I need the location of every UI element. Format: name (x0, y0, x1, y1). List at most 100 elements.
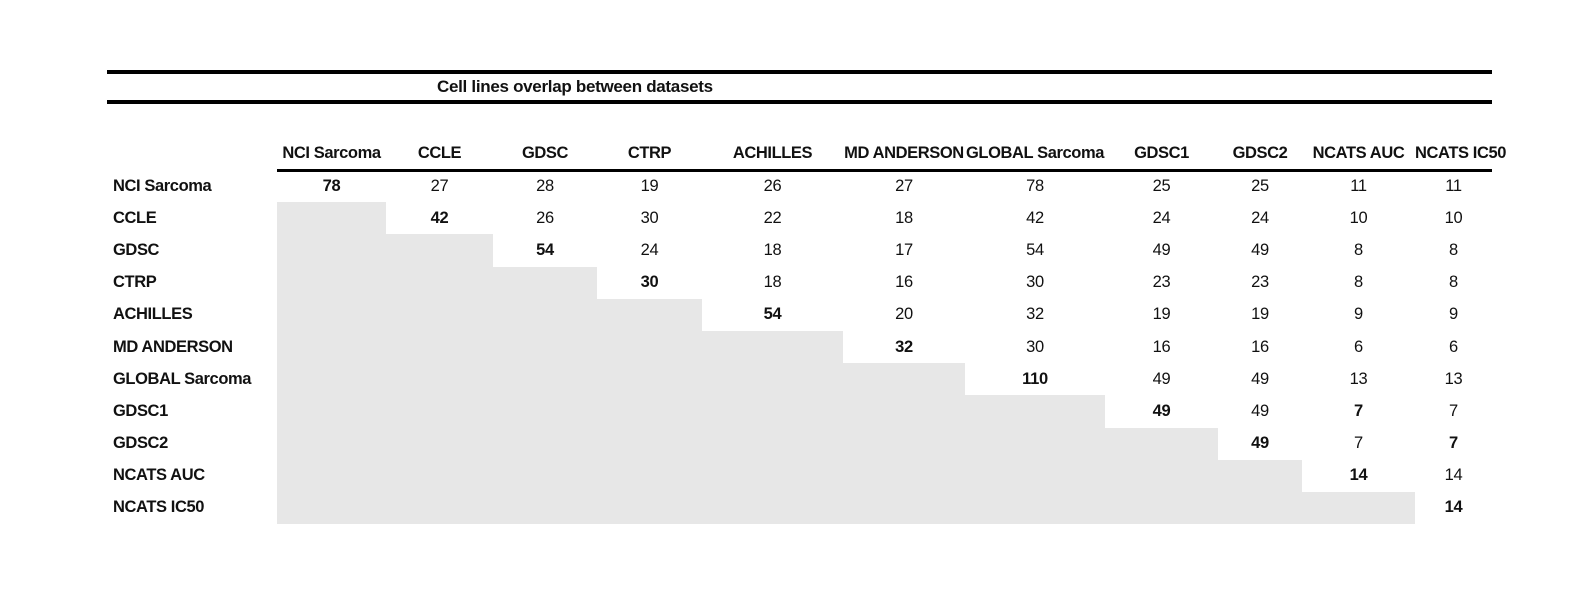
overlap-value-cell: 49 (1251, 240, 1269, 259)
overlap-matrix-table: NCI Sarcoma CCLE GDSC CTRP ACHILLES MD ANDERS… (107, 106, 1506, 525)
overlap-value-cell: 7 (1354, 434, 1363, 453)
shaded-empty-cell (597, 427, 702, 460)
overlap-value-cell: 24 (1251, 208, 1269, 227)
overlap-value-cell: 78 (322, 177, 341, 196)
overlap-value-cell: 14 (1444, 498, 1463, 517)
overlap-value-cell: 10 (1444, 208, 1463, 227)
shaded-empty-cell (597, 395, 702, 428)
shaded-empty-cell (277, 459, 386, 492)
overlap-value-cell: 54 (536, 240, 554, 259)
overlap-value-cell: 8 (1354, 273, 1363, 292)
row-label-ccle: CCLE (113, 208, 157, 227)
overlap-value-cell: 26 (536, 208, 554, 227)
matrix-row-md-anderson: MD ANDERSON 32 30 16 16 6 6 (107, 330, 1492, 364)
overlap-value-cell: 11 (1445, 177, 1462, 196)
overlap-value-cell: 25 (1152, 177, 1171, 196)
row-label-global-sarcoma: GLOBAL Sarcoma (113, 369, 252, 388)
overlap-value-cell: 8 (1449, 240, 1458, 259)
overlap-value-cell: 18 (763, 273, 782, 292)
overlap-value-cell: 9 (1449, 305, 1458, 324)
overlap-value-cell: 32 (895, 337, 913, 356)
overlap-value-cell: 19 (1152, 305, 1171, 324)
shaded-empty-cell (386, 491, 493, 525)
overlap-value-cell: 13 (1349, 369, 1368, 388)
overlap-value-cell: 78 (1026, 177, 1044, 196)
shaded-empty-cell (965, 491, 1105, 525)
shaded-empty-cell (1218, 459, 1302, 492)
shaded-empty-cell (493, 298, 597, 331)
column-header-gdsc: GDSC (493, 106, 597, 172)
overlap-value-cell: 22 (763, 208, 782, 227)
overlap-value-cell: 24 (640, 240, 659, 259)
overlap-value-cell: 49 (1152, 369, 1171, 388)
shaded-empty-cell (702, 330, 843, 364)
overlap-value-cell: 27 (895, 177, 913, 196)
shaded-empty-cell (493, 266, 597, 299)
overlap-table-figure: Cell lines overlap between datasets (107, 70, 1506, 525)
shaded-empty-cell (277, 202, 386, 235)
shaded-empty-cell (493, 363, 597, 396)
overlap-value-cell: 42 (430, 208, 449, 227)
row-label-gdsc: GDSC (113, 240, 160, 259)
matrix-row-ncats-auc: NCATS AUC 14 14 (107, 459, 1492, 492)
shaded-empty-cell (277, 491, 386, 525)
overlap-value-cell: 26 (763, 177, 782, 196)
overlap-value-cell: 14 (1349, 466, 1368, 485)
column-header-md-anderson: MD ANDERSON (843, 106, 965, 172)
shaded-empty-cell (1105, 459, 1218, 492)
shaded-empty-cell (965, 427, 1105, 460)
overlap-value-cell: 54 (1026, 240, 1044, 259)
overlap-value-cell: 110 (1022, 369, 1048, 388)
shaded-empty-cell (965, 459, 1105, 492)
shaded-empty-cell (386, 427, 493, 460)
matrix-row-achilles: ACHILLES 54 20 32 19 19 9 9 (107, 298, 1492, 331)
shaded-empty-cell (597, 298, 702, 331)
shaded-empty-cell (277, 427, 386, 460)
shaded-empty-cell (1105, 491, 1218, 525)
overlap-value-cell: 28 (536, 177, 554, 196)
overlap-value-cell: 8 (1354, 240, 1363, 259)
overlap-value-cell: 18 (895, 208, 913, 227)
row-label-md-anderson: MD ANDERSON (113, 337, 233, 356)
shaded-empty-cell (702, 427, 843, 460)
shaded-empty-cell (386, 298, 493, 331)
shaded-empty-cell (277, 298, 386, 331)
shaded-empty-cell (597, 363, 702, 396)
shaded-empty-cell (277, 363, 386, 396)
row-label-ncats-ic50: NCATS IC50 (113, 498, 205, 517)
shaded-empty-cell (386, 234, 493, 267)
overlap-value-cell: 30 (640, 208, 659, 227)
shaded-empty-cell (386, 363, 493, 396)
row-label-gdsc2: GDSC2 (113, 434, 168, 453)
row-label-ctrp: CTRP (113, 273, 157, 292)
overlap-value-cell: 25 (1251, 177, 1269, 196)
matrix-row-ctrp: CTRP 30 18 16 30 23 23 8 8 (107, 266, 1492, 299)
shaded-empty-cell (493, 427, 597, 460)
column-header-ncats-ic50: NCATS IC50 (1415, 106, 1506, 172)
shaded-empty-cell (386, 395, 493, 428)
shaded-empty-cell (843, 395, 965, 428)
shaded-empty-cell (597, 459, 702, 492)
shaded-empty-cell (843, 363, 965, 396)
overlap-value-cell: 49 (1152, 240, 1171, 259)
column-header-nci-sarcoma: NCI Sarcoma (277, 106, 386, 172)
overlap-value-cell: 49 (1251, 434, 1269, 453)
overlap-value-cell: 10 (1349, 208, 1368, 227)
shaded-empty-cell (843, 459, 965, 492)
column-header-ctrp: CTRP (597, 106, 702, 172)
column-header-ccle: CCLE (386, 106, 493, 172)
overlap-value-cell: 32 (1026, 305, 1044, 324)
shaded-empty-cell (277, 395, 386, 428)
shaded-empty-cell (493, 459, 597, 492)
shaded-empty-cell (843, 491, 965, 525)
column-header-ncats-auc: NCATS AUC (1302, 106, 1415, 172)
overlap-value-cell: 17 (895, 240, 913, 259)
overlap-value-cell: 14 (1444, 466, 1463, 485)
shaded-empty-cell (702, 491, 843, 525)
shaded-empty-cell (493, 330, 597, 364)
shaded-empty-cell (1105, 427, 1218, 460)
corner-empty-cell (107, 106, 277, 170)
overlap-value-cell: 18 (763, 240, 782, 259)
matrix-row-ncats-ic50: NCATS IC50 14 (107, 491, 1492, 525)
shaded-empty-cell (702, 363, 843, 396)
